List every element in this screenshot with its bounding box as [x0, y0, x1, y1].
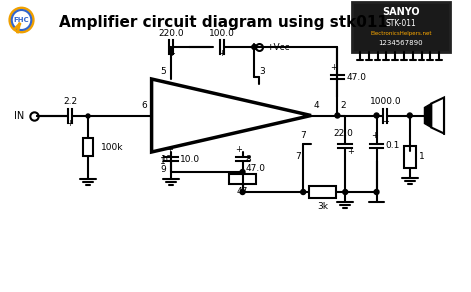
- Text: Amplifier circuit diagram using stk011: Amplifier circuit diagram using stk011: [59, 15, 388, 29]
- Bar: [83, 138, 93, 156]
- Text: 100k: 100k: [101, 142, 123, 152]
- Circle shape: [374, 190, 379, 194]
- Text: 100.0: 100.0: [209, 29, 235, 38]
- Text: 7: 7: [300, 131, 306, 140]
- Text: 1: 1: [160, 157, 165, 166]
- Text: +: +: [166, 145, 173, 154]
- Text: 0.1: 0.1: [385, 141, 400, 150]
- Text: 3: 3: [259, 67, 265, 76]
- Text: 22.0: 22.0: [333, 128, 353, 138]
- Circle shape: [407, 113, 412, 118]
- Circle shape: [240, 169, 245, 175]
- Text: 47.0: 47.0: [245, 164, 266, 173]
- Text: +: +: [66, 119, 73, 128]
- Bar: [229, 174, 256, 184]
- Bar: [404, 145, 416, 168]
- Text: 47.0: 47.0: [346, 72, 366, 81]
- Text: 8: 8: [245, 155, 251, 164]
- Text: 47: 47: [237, 187, 248, 196]
- Text: 2: 2: [341, 100, 346, 110]
- Text: 1: 1: [419, 152, 424, 161]
- Text: +: +: [219, 49, 226, 58]
- Text: +: +: [371, 131, 378, 140]
- Circle shape: [301, 190, 306, 194]
- Text: 1000.0: 1000.0: [370, 96, 401, 105]
- Text: 10: 10: [161, 155, 172, 164]
- Circle shape: [252, 44, 257, 50]
- Text: +: +: [330, 63, 337, 72]
- Text: ElectronicsHelpers.net: ElectronicsHelpers.net: [370, 32, 432, 36]
- Text: +: +: [347, 147, 354, 157]
- Text: +: +: [168, 49, 175, 58]
- Text: 10.0: 10.0: [180, 154, 200, 164]
- Text: 2.2: 2.2: [64, 97, 78, 106]
- Text: SANYO: SANYO: [382, 7, 420, 17]
- Circle shape: [335, 113, 340, 118]
- Bar: [309, 186, 336, 198]
- Circle shape: [86, 114, 90, 118]
- Text: 1234567890: 1234567890: [379, 40, 423, 46]
- Bar: [352, 2, 450, 52]
- Text: IN: IN: [14, 111, 24, 121]
- Circle shape: [240, 190, 245, 194]
- Text: +: +: [382, 117, 389, 126]
- Text: 7: 7: [295, 152, 301, 161]
- Polygon shape: [424, 103, 431, 128]
- Circle shape: [343, 190, 348, 194]
- Text: 5: 5: [161, 67, 166, 76]
- Text: STK-011: STK-011: [386, 20, 416, 29]
- Text: +: +: [235, 145, 242, 154]
- Text: 3k: 3k: [317, 202, 328, 211]
- Text: 6: 6: [141, 101, 146, 110]
- Circle shape: [374, 113, 379, 118]
- Text: 9: 9: [161, 166, 166, 175]
- Text: 220.0: 220.0: [158, 29, 184, 38]
- Text: +Vcc: +Vcc: [266, 43, 290, 51]
- Text: 4: 4: [314, 102, 319, 110]
- Text: FHC: FHC: [14, 17, 29, 23]
